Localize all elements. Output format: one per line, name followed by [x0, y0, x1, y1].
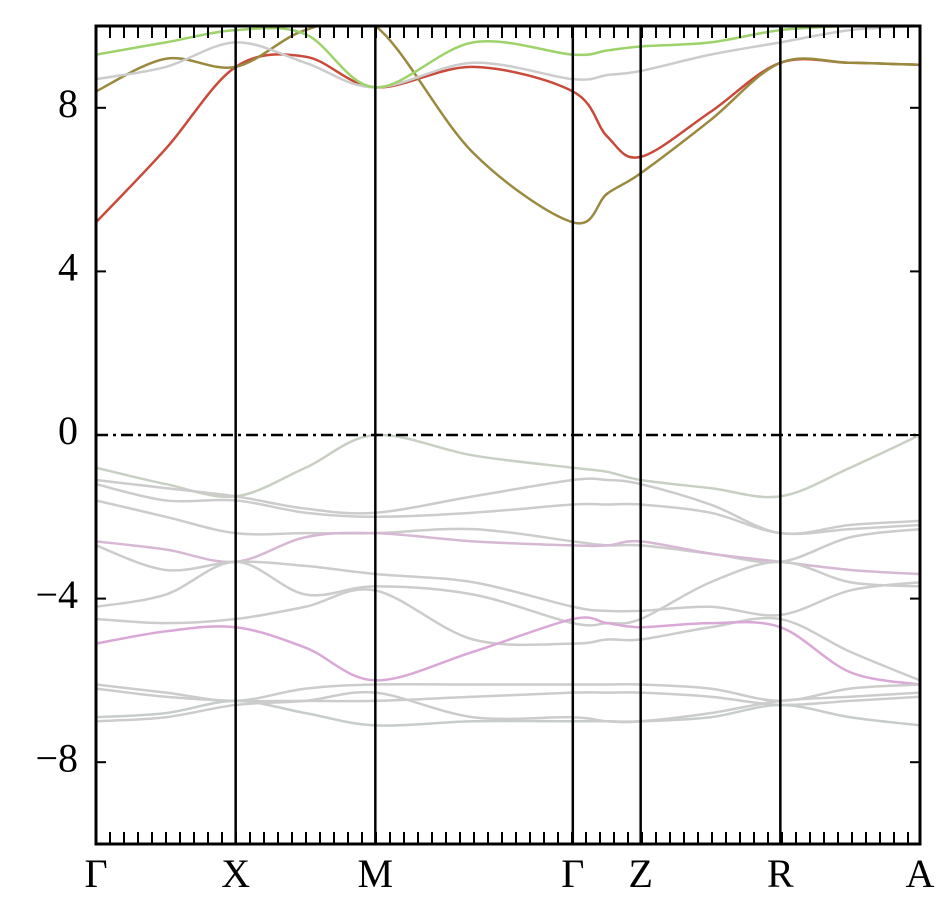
x-tick-label: Z — [628, 851, 652, 896]
y-tick-label: −4 — [35, 572, 78, 617]
plot-frame — [94, 24, 922, 846]
band-line — [96, 616, 920, 686]
band-line — [96, 53, 920, 224]
x-tick-label: Γ — [84, 851, 107, 896]
x-tick-label: M — [358, 851, 394, 896]
band-line — [96, 477, 920, 536]
band-line — [96, 433, 920, 499]
band-line — [96, 544, 920, 617]
y-tick-label: 8 — [58, 81, 78, 126]
x-tick-label: R — [767, 851, 794, 896]
x-tick-label: Γ — [561, 851, 584, 896]
band-line — [96, 26, 920, 225]
band-line — [96, 531, 920, 576]
y-tick-label: 0 — [58, 408, 78, 453]
x-tick-label: A — [906, 851, 935, 896]
bands — [96, 26, 920, 727]
band-line — [96, 560, 920, 627]
x-tick-label: X — [221, 851, 250, 896]
y-tick-label: −8 — [35, 735, 78, 780]
y-tick-label: 4 — [58, 245, 78, 290]
